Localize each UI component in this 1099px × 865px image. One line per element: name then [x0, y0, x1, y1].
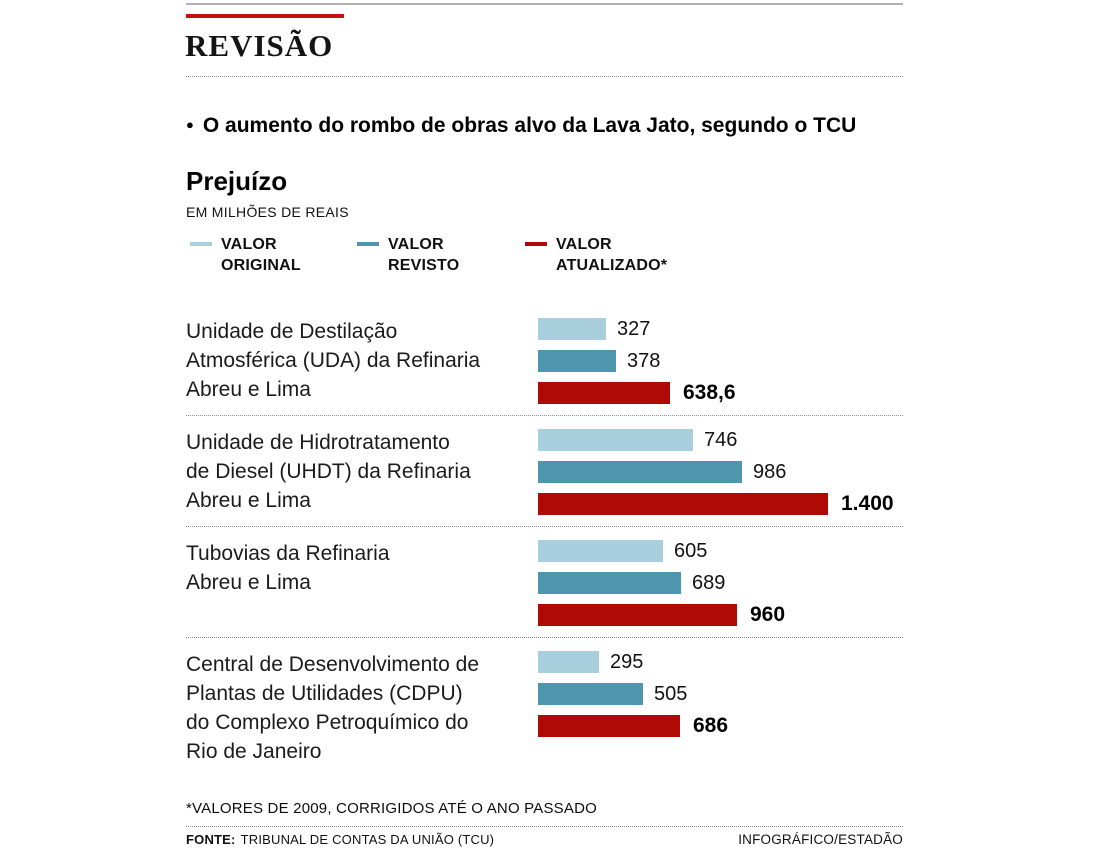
- legend-label-revisto: VALOR REVISTO: [388, 236, 460, 274]
- chart-row-uda: Unidade de Destilação Atmosférica (UDA) …: [186, 305, 903, 416]
- bar-value: 638,6: [683, 381, 736, 404]
- bar-valor-atualizado: [538, 382, 670, 404]
- bar-group: 295 505 686: [538, 649, 728, 766]
- chart-row-uhdt: Unidade de Hidrotratamento de Diesel (UH…: [186, 416, 903, 527]
- chart-title: Prejuízo: [186, 166, 288, 196]
- bar-value: 686: [693, 714, 729, 737]
- chart-row-tubovias: Tubovias da Refinaria Abreu e Lima 605 6…: [186, 527, 903, 638]
- bar-line: 686: [538, 714, 729, 737]
- bar-valor-revisto: [538, 683, 643, 705]
- section-title: REVISÃO: [185, 28, 334, 63]
- bar-group: 327 378 638,6: [538, 316, 736, 404]
- chart-headline-text: O aumento do rombo de obras alvo da Lava…: [202, 114, 857, 137]
- bar-value: 378: [627, 349, 661, 372]
- legend-label-original: VALOR ORIGINAL: [221, 236, 301, 274]
- chart-footnote: *VALORES DE 2009, CORRIGIDOS ATÉ O ANO P…: [186, 800, 597, 817]
- bar-valor-revisto: [538, 350, 616, 372]
- bullet-icon: ●: [186, 117, 194, 132]
- legend-dash-original-icon: [190, 242, 212, 246]
- category-label: Unidade de Destilação Atmosférica (UDA) …: [186, 320, 481, 401]
- bar-line: 689: [538, 572, 785, 594]
- bar-line: 960: [538, 603, 786, 626]
- bar-value: 689: [692, 571, 726, 594]
- legend-item-valor-revisto: VALOR REVISTO: [357, 234, 459, 276]
- bar-group: 605 689 960: [538, 538, 785, 626]
- bar-valor-original: [538, 318, 606, 340]
- bar-value: 327: [617, 317, 651, 340]
- bar-valor-atualizado: [538, 604, 737, 626]
- footer-divider: [186, 826, 903, 827]
- category-label: Central de Desenvolvimento de Plantas de…: [186, 653, 479, 763]
- bar-valor-original: [538, 651, 599, 673]
- bar-line: 378: [538, 350, 736, 372]
- bar-line: 505: [538, 683, 728, 705]
- bar-valor-atualizado: [538, 715, 680, 737]
- legend-label-atualizado: VALOR ATUALIZADO*: [556, 236, 668, 274]
- credit-text: INFOGRÁFICO/ESTADÃO: [738, 832, 903, 847]
- header-divider: [186, 76, 903, 77]
- bar-line: 327: [538, 318, 736, 340]
- category-label: Tubovias da Refinaria Abreu e Lima: [186, 542, 390, 594]
- bar-group: 746 986 1.400: [538, 427, 894, 515]
- bar-valor-original: [538, 540, 663, 562]
- bar-line: 605: [538, 540, 785, 562]
- legend-item-valor-atualizado: VALOR ATUALIZADO*: [525, 234, 667, 276]
- chart-subtitle: EM MILHÕES DE REAIS: [186, 204, 349, 220]
- legend-dash-revisto-icon: [357, 242, 379, 246]
- chart-row-cdpu: Central de Desenvolvimento de Plantas de…: [186, 638, 903, 777]
- bar-valor-atualizado: [538, 493, 828, 515]
- category-label: Unidade de Hidrotratamento de Diesel (UH…: [186, 431, 471, 512]
- bar-value: 1.400: [841, 492, 894, 515]
- bar-value: 605: [674, 539, 708, 562]
- bar-line: 1.400: [538, 492, 894, 515]
- bar-value: 746: [704, 428, 738, 451]
- bar-line: 295: [538, 651, 728, 673]
- bar-line: 638,6: [538, 381, 736, 404]
- footer-source-row: FONTE: TRIBUNAL DE CONTAS DA UNIÃO (TCU) …: [186, 832, 903, 847]
- bar-chart: Unidade de Destilação Atmosférica (UDA) …: [186, 305, 903, 777]
- red-accent-rule: [186, 14, 344, 18]
- source-text: FONTE: TRIBUNAL DE CONTAS DA UNIÃO (TCU): [186, 832, 494, 847]
- legend-dash-atualizado-icon: [525, 242, 547, 246]
- bar-value: 295: [610, 650, 644, 673]
- top-rule: [186, 3, 903, 5]
- bar-value: 986: [753, 460, 787, 483]
- source-label: FONTE:: [186, 832, 236, 847]
- bar-value: 960: [750, 603, 786, 626]
- bar-valor-original: [538, 429, 693, 451]
- chart-headline: ● O aumento do rombo de obras alvo da Lav…: [186, 113, 916, 141]
- bar-line: 746: [538, 429, 894, 451]
- source-value: TRIBUNAL DE CONTAS DA UNIÃO (TCU): [240, 832, 495, 847]
- legend-item-valor-original: VALOR ORIGINAL: [190, 234, 301, 276]
- bar-value: 505: [654, 682, 688, 705]
- bar-valor-revisto: [538, 461, 742, 483]
- bar-valor-revisto: [538, 572, 681, 594]
- bar-line: 986: [538, 461, 894, 483]
